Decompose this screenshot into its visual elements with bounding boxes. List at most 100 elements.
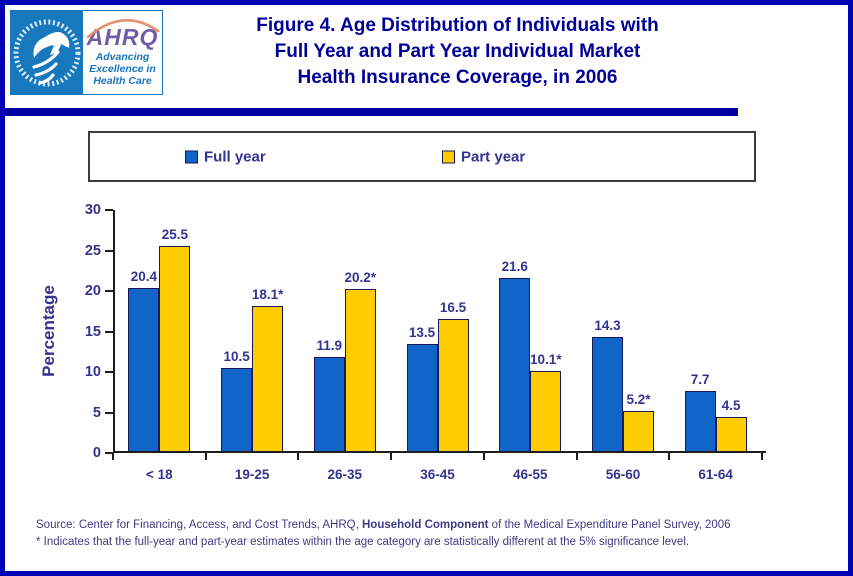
x-tick-mark: [112, 453, 114, 460]
bar-unit: 7.7: [684, 372, 716, 453]
bar-full-year: [684, 390, 716, 453]
y-tick-mark: [105, 330, 113, 333]
bar-group: 13.5 16.5: [391, 210, 484, 453]
bar-unit: 4.5: [715, 398, 747, 453]
bar-unit: 5.2*: [622, 392, 654, 453]
y-axis-line: [113, 210, 115, 453]
bar-value-label: 4.5: [721, 397, 741, 413]
bar-value-label: 7.7: [690, 371, 710, 387]
chart-legend: Full year Part year: [88, 131, 756, 182]
bar-group: 7.7 4.5: [669, 210, 762, 453]
figure-title-line: Full Year and Part Year Individual Marke…: [274, 41, 641, 62]
x-tick-mark: [761, 453, 763, 460]
bar-unit: 11.9: [313, 338, 345, 453]
y-tick-label: 25: [84, 242, 101, 259]
bar-unit: 25.5: [159, 227, 191, 453]
bar-value-label: 21.6: [501, 259, 528, 275]
legend-label-full-year: Full year: [204, 148, 266, 165]
bar-value-label: 10.5: [223, 348, 250, 364]
legend-swatch-part-year: [442, 150, 455, 163]
bar-value-label: 5.2*: [626, 391, 651, 407]
ahrq-logo-panel: AHRQ Advancing Excellence in Health Care: [83, 11, 162, 94]
y-tick-label: 0: [92, 445, 101, 461]
y-tick-label: 10: [84, 364, 101, 380]
legend-item-full-year: Full year: [185, 148, 266, 165]
bar-value-label: 20.2*: [344, 270, 377, 286]
bar-unit: 18.1*: [252, 287, 284, 453]
ahrq-tagline-line: Advancing: [95, 51, 150, 63]
bar-part-year: [530, 371, 562, 453]
x-tick-mark: [204, 453, 207, 460]
bar-unit: 10.5: [221, 349, 253, 453]
bar-part-year: [715, 416, 747, 453]
bar-full-year: [499, 278, 531, 453]
bar-full-year: [128, 287, 160, 453]
bar-unit: 20.2*: [344, 270, 376, 453]
bar-part-year: [159, 246, 191, 453]
bar-value-label: 13.5: [408, 324, 436, 340]
y-tick-label: 15: [84, 323, 101, 340]
y-tick-mark: [105, 249, 113, 252]
ahrq-tagline: Advancing Excellence in Health Care: [89, 51, 156, 87]
y-tick-label: 20: [84, 283, 101, 299]
bar-unit: 10.1*: [530, 352, 562, 453]
x-category-label: 61-64: [698, 467, 733, 482]
y-axis-ticks: 0 5 10 15 20 25 30: [61, 203, 101, 461]
bar-unit: 13.5: [406, 325, 438, 453]
x-category-label: < 18: [146, 467, 173, 482]
figure-title-line: Figure 4. Age Distribution of Individual…: [256, 15, 659, 36]
x-tick-mark: [482, 453, 485, 460]
legend-item-part-year: Part year: [442, 148, 525, 165]
bar-group: 20.4 25.5: [113, 210, 206, 453]
bar-part-year: [344, 289, 376, 453]
figure-title: Figure 4. Age Distribution of Individual…: [170, 13, 745, 91]
source-prefix: Source: Center for Financing, Access, an…: [36, 519, 362, 531]
y-axis-title: Percentage: [39, 285, 58, 377]
bar-group: 10.5 18.1*: [206, 210, 299, 453]
bar-unit: 16.5: [437, 300, 469, 453]
hhs-ahrq-logo: AHRQ Advancing Excellence in Health Care: [10, 10, 163, 95]
bar-value-label: 18.1*: [251, 287, 284, 303]
x-category-label: 19-25: [234, 467, 270, 482]
ahrq-tagline-line: Health Care: [93, 75, 152, 87]
bar-groups: 20.4 25.5 10.5 18.1* 11.9 20.2* 13.5 16.5 21.6 10…: [113, 210, 762, 453]
plot-area: 0 5 10 15 20 25 30 20.4 25.5 10.5 18.1* 11.9 20.2* 1…: [85, 203, 766, 482]
x-tick-mark: [668, 453, 671, 460]
bar-group: 21.6 10.1*: [484, 210, 577, 453]
bar-full-year: [591, 337, 623, 453]
bar-value-label: 11.9: [316, 337, 343, 353]
bar-value-label: 14.3: [594, 318, 621, 334]
source-note: Source: Center for Financing, Access, an…: [36, 517, 826, 551]
source-suffix: of the Medical Expenditure Panel Survey,…: [488, 519, 731, 531]
figure-title-line: Health Insurance Coverage, in 2006: [297, 67, 618, 88]
bar-unit: 20.4: [128, 269, 160, 453]
x-category-label: 36-45: [420, 467, 455, 482]
x-tick-mark: [297, 453, 300, 460]
footnote-line: * Indicates that the full-year and part-…: [36, 536, 690, 548]
legend-label-part-year: Part year: [461, 148, 526, 165]
header-divider-rule: [5, 108, 738, 116]
bar-part-year: [437, 319, 469, 453]
x-axis-line: [113, 451, 766, 453]
legend-swatch-full-year: [185, 150, 198, 163]
hhs-logo-panel: [11, 11, 83, 94]
y-tick-mark: [105, 209, 113, 211]
hhs-eagle-icon: [13, 19, 81, 87]
source-line: Source: Center for Financing, Access, an…: [36, 517, 826, 534]
y-tick-label: 30: [84, 202, 101, 218]
ahrq-acronym: AHRQ: [86, 24, 159, 50]
y-tick-mark: [105, 371, 113, 373]
ahrq-arc-icon: [86, 19, 160, 39]
bar-value-label: 20.4: [130, 268, 157, 284]
bar-group: 14.3 5.2*: [577, 210, 670, 453]
x-axis-labels: < 18 19-25 26-35 36-45 46-55 56-60 61-64: [113, 467, 762, 482]
bar-unit: 21.6: [499, 259, 531, 453]
bar-part-year: [252, 306, 284, 453]
bar-part-year: [622, 410, 654, 453]
bar-group: 11.9 20.2*: [298, 210, 391, 453]
source-emphasis: Household Component: [361, 519, 489, 531]
ahrq-tagline-line: Excellence in: [89, 63, 156, 75]
bar-full-year: [313, 356, 345, 453]
bar-value-label: 16.5: [439, 300, 467, 316]
y-tick-mark: [105, 290, 113, 292]
